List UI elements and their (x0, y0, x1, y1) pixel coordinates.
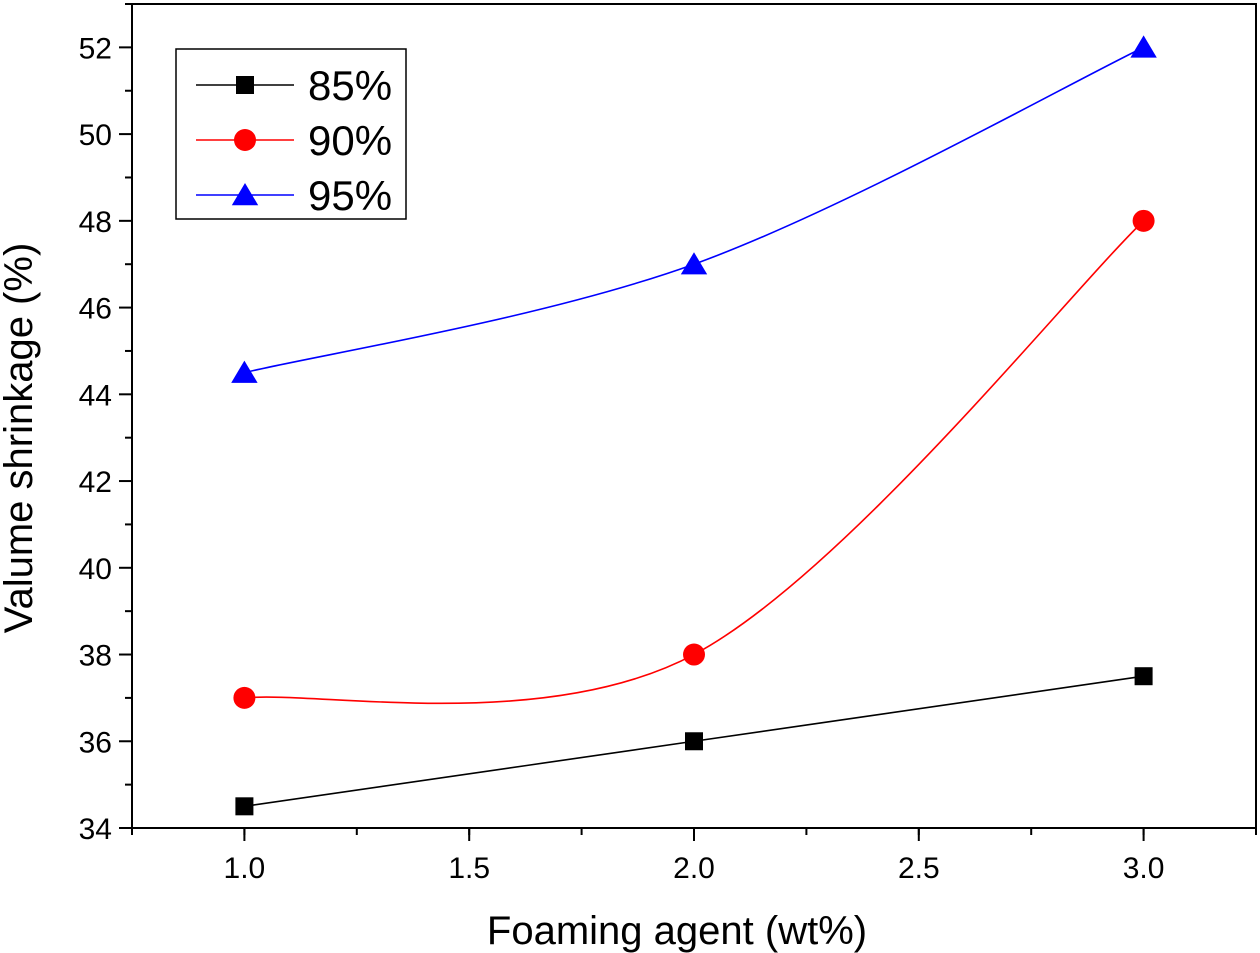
legend-marker (236, 76, 254, 94)
y-tick-label: 52 (79, 32, 112, 65)
y-tick-label: 36 (79, 726, 112, 759)
series-line (244, 220, 1145, 705)
y-tick-label: 38 (79, 640, 112, 673)
data-point (1134, 667, 1153, 686)
y-tick-label: 48 (79, 206, 112, 239)
legend-label: 95% (308, 172, 392, 219)
data-point (235, 797, 254, 816)
legend-marker (234, 129, 256, 151)
legend-marker (231, 183, 259, 206)
data-point (683, 643, 705, 666)
axes: 1.0 1.5 2.0 2.5 3.0 34 36 38 40 42 44 46 48 50 52 (79, 3, 1257, 885)
y-axis-title: Valume shrinkage (%) (0, 243, 41, 634)
y-tick-label: 34 (79, 813, 112, 846)
data-point (231, 360, 258, 383)
y-tick-label: 50 (79, 119, 112, 152)
x-tick-label: 2.0 (673, 852, 715, 885)
series-0 (235, 667, 1153, 816)
y-tick-label: 44 (79, 379, 112, 412)
data-point (1130, 35, 1157, 58)
series-2 (231, 35, 1157, 383)
legend-box (175, 48, 407, 220)
legend-label: 85% (308, 62, 392, 109)
y-tick-label: 46 (79, 293, 112, 326)
x-tick-label: 1.5 (448, 852, 490, 885)
x-axis-title: Foaming agent (wt%) (487, 909, 867, 953)
x-tick-label: 2.5 (898, 852, 940, 885)
legend-label: 90% (308, 117, 392, 164)
plot-area (231, 35, 1157, 816)
data-point (685, 732, 703, 751)
series-1 (233, 209, 1155, 709)
legend: 85% 90% 95% (175, 48, 407, 220)
data-point (233, 686, 256, 709)
y-tick-label: 40 (79, 553, 112, 586)
x-tick-label: 3.0 (1123, 852, 1165, 885)
data-point (680, 252, 708, 275)
x-tick-label: 1.0 (224, 852, 266, 885)
y-tick-label: 42 (79, 466, 112, 499)
data-point (1132, 209, 1155, 232)
